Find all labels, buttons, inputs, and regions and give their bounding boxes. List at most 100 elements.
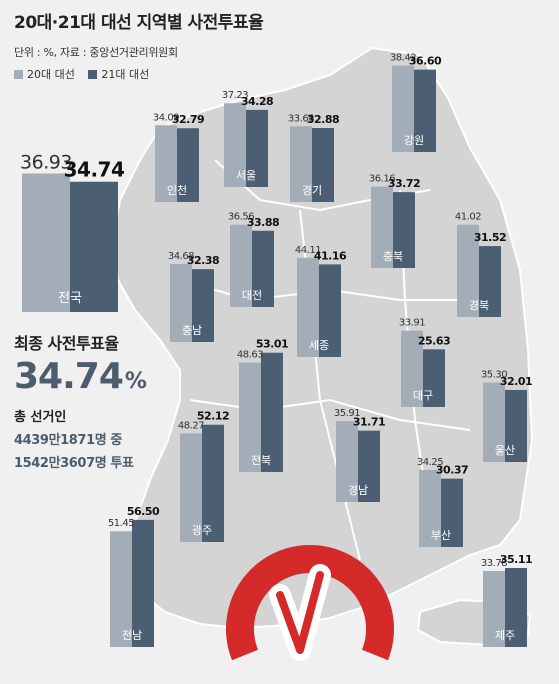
label-21-17: 35.11: [500, 553, 532, 566]
bar-20-1: [224, 103, 246, 187]
bar-21-1: [246, 109, 268, 187]
bar-20-7: [457, 224, 479, 317]
label-20-12: 48.63: [237, 350, 263, 361]
bar-20-10: [401, 330, 423, 407]
label-21-6: 33.72: [388, 177, 420, 190]
bar-21-17: [505, 568, 527, 647]
region-label-2: 인천: [167, 183, 187, 197]
region-label-10: 대구: [413, 389, 433, 402]
label-21-1: 34.28: [241, 95, 273, 108]
label-21-2: 32.79: [172, 113, 204, 126]
label-21-15: 30.37: [436, 464, 468, 477]
region-label-16: 전남: [122, 629, 142, 642]
label-21-10: 25.63: [418, 334, 450, 347]
label-20-17: 33.78: [481, 558, 507, 569]
bar-20-17: [483, 570, 505, 647]
label-20-14: 48.27: [178, 420, 204, 431]
region-label-0: 전국: [58, 291, 82, 306]
voters-total: 4439만1871명 중: [14, 433, 122, 448]
bar-21-11: [505, 389, 527, 462]
label-21-3: 32.88: [307, 113, 339, 126]
label-20-3: 33.65: [288, 113, 314, 124]
final-turnout-label: 최종 사전투표율: [14, 334, 119, 353]
ballot-mark-icon: [226, 545, 394, 661]
voters-label: 총 선거인: [14, 410, 67, 425]
bar-20-9: [297, 257, 319, 357]
region-label-4: 강원: [404, 134, 424, 147]
label-21-11: 32.01: [500, 375, 532, 388]
final-turnout-value-row: 34.74%: [14, 356, 147, 397]
bar-20-6: [371, 186, 393, 268]
label-20-15: 34.25: [417, 457, 443, 468]
bar-21-0: [70, 181, 118, 312]
bar-21-13: [358, 430, 380, 502]
label-20-5: 36.56: [228, 212, 254, 223]
region-label-7: 경북: [469, 299, 489, 312]
label-21-14: 52.12: [197, 410, 229, 423]
label-20-8: 34.68: [168, 251, 194, 262]
label-20-2: 34.09: [153, 112, 179, 123]
bar-21-16: [132, 519, 154, 647]
label-20-9: 44.11: [295, 245, 321, 256]
bar-21-15: [441, 478, 463, 547]
bar-21-8: [192, 269, 214, 342]
bar-21-10: [423, 349, 445, 407]
bar-20-12: [239, 362, 261, 472]
bar-20-8: [170, 263, 192, 342]
region-label-8: 충남: [182, 324, 202, 337]
label-21-5: 33.88: [247, 216, 279, 229]
label-20-6: 36.16: [369, 174, 395, 185]
page-title: 20대·21대 대선 지역별 사전투표율: [14, 13, 264, 33]
bar-20-14: [180, 433, 202, 542]
label-20-1: 37.23: [222, 90, 248, 101]
bar-20-0: [22, 173, 70, 312]
voter-stats: 총 선거인 4439만1871명 중 1542만3607명 투표: [14, 406, 134, 471]
region-label-5: 대전: [242, 289, 262, 302]
bar-20-16: [110, 531, 132, 647]
label-20-4: 38.42: [390, 53, 416, 64]
bar-20-2: [155, 125, 177, 202]
label-21-0: 34.74: [64, 158, 125, 182]
region-label-14: 광주: [192, 524, 212, 537]
voters-cast: 1542만3607명 투표: [14, 456, 134, 471]
region-label-6: 충북: [383, 250, 403, 263]
region-label-15: 부산: [431, 529, 451, 542]
label-21-8: 32.38: [187, 254, 219, 267]
region-label-13: 경남: [348, 484, 368, 497]
legend-swatch-21: [88, 69, 98, 79]
legend-item-21: 21대 대선: [88, 66, 149, 82]
bar-21-9: [319, 264, 341, 357]
unit-source: 단위 : %, 자료 : 중앙선거관리위원회: [14, 46, 178, 59]
bar-21-12: [261, 352, 283, 472]
label-20-11: 35.30: [481, 370, 507, 381]
bar-21-4: [414, 69, 436, 152]
label-20-16: 51.45: [108, 518, 134, 529]
label-20-10: 33.91: [399, 318, 425, 329]
region-label-1: 서울: [236, 169, 256, 182]
bar-21-14: [202, 424, 224, 542]
legend-label-20: 20대 대선: [27, 68, 75, 81]
bar-20-15: [419, 469, 441, 547]
map-border-3: [189, 398, 471, 431]
bar-20-11: [483, 382, 505, 462]
label-21-4: 36.60: [409, 55, 442, 68]
legend: 20대 대선 21대 대선: [14, 66, 159, 82]
legend-item-20: 20대 대선: [14, 66, 75, 82]
label-21-13: 31.71: [353, 416, 385, 429]
final-turnout-unit: %: [124, 369, 147, 394]
label-20-7: 41.02: [455, 212, 481, 223]
bar-21-6: [393, 192, 415, 268]
label-21-7: 31.52: [474, 231, 506, 244]
bar-21-5: [252, 230, 274, 307]
bar-20-5: [230, 224, 252, 307]
region-label-12: 전북: [251, 454, 271, 467]
region-label-3: 경기: [302, 184, 322, 197]
label-21-16: 56.50: [127, 505, 160, 518]
bar-21-2: [177, 128, 199, 202]
region-label-11: 울산: [495, 444, 515, 457]
label-20-0: 36.93: [20, 152, 72, 174]
bar-20-3: [290, 126, 312, 202]
legend-label-21: 21대 대선: [101, 68, 150, 81]
final-turnout-value: 34.74: [14, 356, 124, 397]
